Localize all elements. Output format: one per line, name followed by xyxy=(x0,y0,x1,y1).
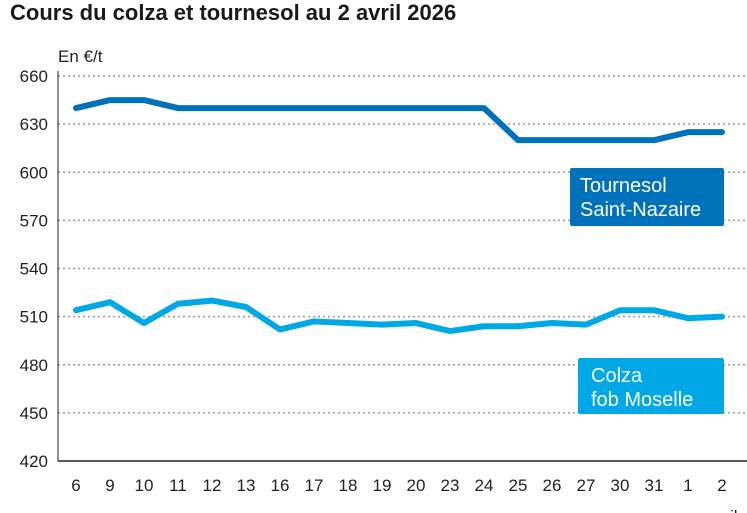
y-tick-label: 480 xyxy=(20,356,48,375)
x-tick-label: 10 xyxy=(135,476,154,495)
x-tick-label: 26 xyxy=(543,476,562,495)
x-tick-label: 23 xyxy=(441,476,460,495)
y-tick-label: 420 xyxy=(20,452,48,471)
y-tick-label: 630 xyxy=(20,115,48,134)
y-tick-label: 600 xyxy=(20,163,48,182)
x-tick-label: 27 xyxy=(577,476,596,495)
series-line-tournesol xyxy=(73,97,725,144)
x-tick-label: 24 xyxy=(475,476,494,495)
x-tick-label: 1 xyxy=(683,476,692,495)
x-tick-label: 17 xyxy=(305,476,324,495)
y-tick-label: 540 xyxy=(20,260,48,279)
x-tick-label: 16 xyxy=(271,476,290,495)
x-tick-label: 9 xyxy=(105,476,114,495)
y-axis-label: En €/t xyxy=(58,47,103,66)
month-label: avril xyxy=(706,507,737,513)
series-line-colza xyxy=(73,297,725,335)
x-tick-label: 13 xyxy=(237,476,256,495)
legend-label: Saint-Nazaire xyxy=(580,199,701,221)
legend-label: Tournesol xyxy=(580,175,667,197)
y-tick-label: 510 xyxy=(20,308,48,327)
y-tick-label: 660 xyxy=(20,67,48,86)
legend-box xyxy=(578,358,724,414)
y-tick-label: 570 xyxy=(20,211,48,230)
x-tick-label: 6 xyxy=(71,476,80,495)
legend-label: fob Moselle xyxy=(591,389,693,411)
legend-label: Colza xyxy=(591,365,643,387)
x-tick-label: 11 xyxy=(169,476,187,495)
month-label: mars xyxy=(329,507,367,513)
x-tick-label: 31 xyxy=(645,476,664,495)
x-tick-label: 25 xyxy=(509,476,528,495)
chart-title: Cours du colza et tournesol au 2 avril 2… xyxy=(10,0,456,25)
x-tick-label: 2 xyxy=(717,476,726,495)
x-tick-label: 20 xyxy=(407,476,426,495)
legend-box xyxy=(570,168,724,226)
x-tick-label: 18 xyxy=(339,476,358,495)
y-tick-label: 450 xyxy=(20,404,48,423)
x-tick-label: 19 xyxy=(373,476,392,495)
x-tick-label: 12 xyxy=(203,476,222,495)
x-tick-label: 30 xyxy=(611,476,630,495)
